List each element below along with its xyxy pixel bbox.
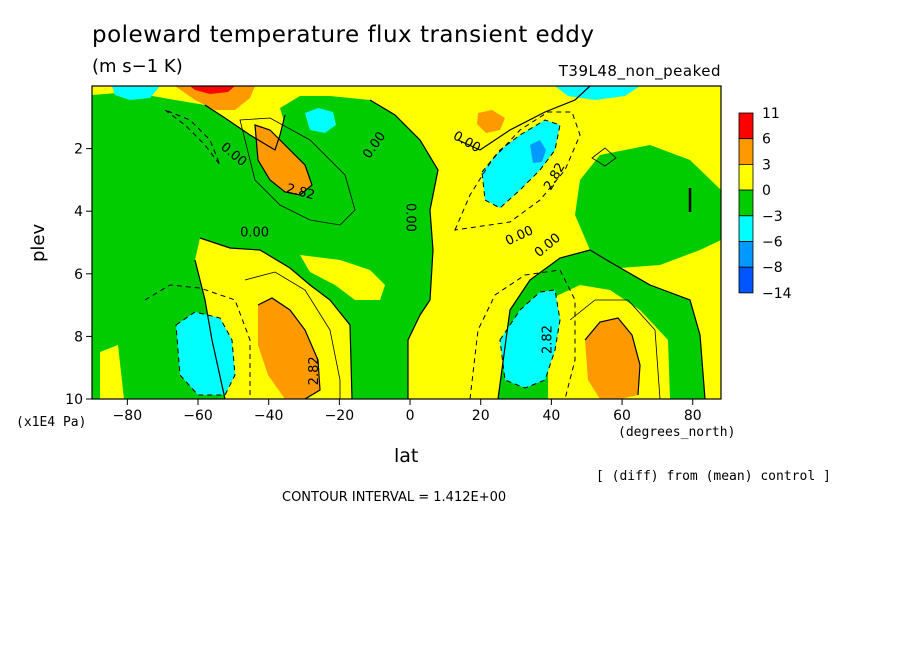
chart-units: (m s−1 K): [92, 56, 183, 77]
x-tick-label: −40: [254, 408, 284, 424]
chart-title: poleward temperature flux transient eddy: [92, 22, 595, 48]
y-tick-label: 8: [74, 329, 83, 345]
colorbar-swatch: [738, 112, 754, 140]
colorbar-label: −14: [762, 286, 792, 302]
x-tick-label: −80: [113, 408, 143, 424]
y-axis-unit: (x1E4 Pa): [16, 415, 87, 430]
colorbar-label: −3: [762, 209, 783, 225]
colorbar-swatch: [738, 189, 754, 217]
field-strong-positive-region: [258, 298, 320, 399]
y-tick-label: 6: [74, 267, 83, 283]
field-negative-region: [305, 108, 336, 133]
colorbar-swatch: [738, 163, 754, 191]
field-negative-region: [555, 86, 640, 100]
y-tick-label: 4: [74, 204, 83, 220]
contour-label: 2.82: [540, 325, 555, 354]
field-negative-region: [112, 86, 160, 100]
y-tick-label: 2: [74, 142, 83, 158]
plot-frame: [91, 85, 722, 400]
x-tick-label: −60: [183, 408, 213, 424]
contour-label: 0.00: [403, 203, 418, 232]
x-tick-label: 80: [684, 408, 702, 424]
field-strong-positive-region: [477, 110, 505, 133]
field-positive-region: [445, 86, 590, 150]
field-strong-positive-region: [585, 318, 640, 399]
contour-line-negative: [499, 289, 561, 389]
x-tick-label: 0: [406, 408, 415, 424]
y-tick-label: 10: [65, 392, 83, 408]
field-positive-region: [300, 255, 385, 300]
field-positive-region: [100, 345, 124, 399]
colorbar-label: 3: [762, 157, 771, 173]
contour-line-negative: [144, 284, 251, 399]
colorbar-label: 0: [762, 183, 771, 199]
run-name: T39L48_non_peaked: [558, 62, 721, 80]
field-strong-negative-region: [530, 140, 546, 163]
contour-line: [257, 297, 321, 399]
contour-line: [194, 259, 226, 399]
contour-interval: CONTOUR INTERVAL = 1.412E+00: [282, 490, 507, 505]
x-tick-label: 60: [613, 408, 631, 424]
x-axis-label: lat: [394, 445, 419, 467]
contour-line: [497, 249, 706, 399]
contour-line: [369, 99, 439, 399]
contour-line: [204, 104, 286, 151]
x-tick-label: −20: [325, 408, 355, 424]
field-negative-region: [500, 290, 560, 388]
contour-line-thin: [244, 271, 341, 399]
field-positive-region: [92, 86, 721, 399]
contour-line-negative: [175, 311, 236, 396]
field-strong-positive-region: [255, 125, 312, 195]
field-strong-positive-region: [175, 86, 255, 110]
colorbar-swatch: [738, 266, 754, 294]
colorbar-swatch: [738, 241, 754, 268]
footnote: [ (diff) from (mean) control ]: [596, 469, 831, 484]
field-neutral-region: [575, 145, 721, 268]
contour-line: [457, 86, 591, 151]
colorbar-label: −6: [762, 235, 783, 251]
contour-label: 2.82: [285, 181, 317, 203]
colorbar-label: 11: [762, 106, 780, 122]
field-neutral-region: [175, 215, 260, 240]
contour-line: [254, 124, 313, 196]
contour-line-thin: [569, 299, 661, 399]
contour-line: [199, 237, 353, 399]
x-tick-label: 40: [542, 408, 560, 424]
contour-label: 0.00: [240, 226, 269, 241]
x-axis-unit: (degrees_north): [618, 425, 736, 440]
colorbar-label: −8: [762, 260, 783, 276]
contour-line: [584, 317, 641, 396]
colorbar-swatch: [738, 138, 754, 165]
contour-line-negative: [469, 269, 576, 399]
colorbar-swatch: [738, 215, 754, 242]
field-extreme-positive-region: [190, 86, 235, 94]
contour-label: 2.82: [307, 356, 322, 385]
contour-line-thin: [239, 117, 356, 226]
field-negative-region: [176, 312, 235, 395]
colorbar-label: 6: [762, 132, 771, 148]
contour-line-thin: [591, 147, 617, 167]
contour-line-negative: [454, 111, 581, 231]
x-tick-label: 20: [472, 408, 490, 424]
contour-line-negative: [481, 119, 561, 209]
